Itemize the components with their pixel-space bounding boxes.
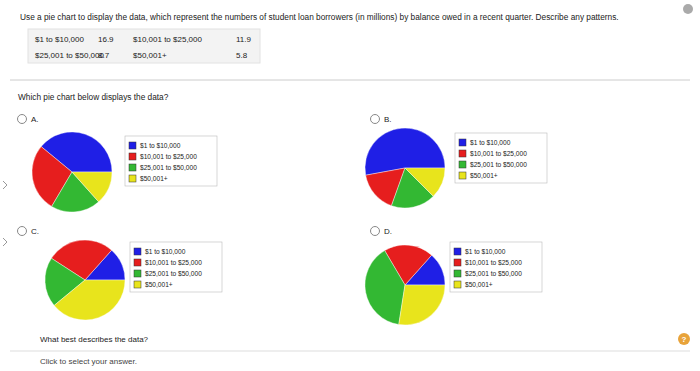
legend-box (450, 242, 542, 292)
separator (10, 351, 690, 352)
prompt: What best describes the data? (40, 335, 149, 344)
pie-slice (399, 285, 445, 325)
legend-label: $10,001 to $25,000 (145, 259, 202, 266)
table-label: $25,001 to $50,000 (35, 51, 105, 60)
legend: $1 to $10,000 $10,001 to $25,000 $25,001 t… (125, 136, 217, 186)
table-value: 11.9 (236, 35, 252, 44)
radio-button[interactable] (371, 115, 380, 124)
table-value: 5.8 (236, 51, 248, 60)
legend-label: $50,001+ (470, 172, 498, 179)
pie (45, 240, 125, 320)
pie-slice (72, 172, 112, 202)
table-value: 8.7 (98, 51, 110, 60)
legend-label: $1 to $10,000 (470, 139, 511, 146)
table-value: 16.9 (98, 35, 114, 44)
legend-box (130, 242, 222, 292)
nav-arrow (3, 238, 7, 246)
legend-swatch (129, 153, 136, 160)
legend-label: $50,001+ (140, 175, 168, 182)
pie (365, 128, 445, 208)
option-letter: B. (384, 115, 392, 124)
legend-label: $25,001 to $50,000 (140, 164, 197, 171)
pie-slice (54, 280, 125, 320)
legend-swatch (129, 142, 136, 149)
page: Use a pie chart to display the data, whi… (0, 0, 700, 371)
legend-swatch (459, 150, 466, 157)
separator (10, 80, 690, 81)
legend-swatch (454, 248, 461, 255)
legend-box (125, 136, 217, 186)
option-letter: A. (31, 115, 39, 124)
data-table-box (28, 29, 260, 63)
legend-swatch (129, 175, 136, 182)
legend-swatch (454, 259, 461, 266)
legend-label: $10,001 to $25,000 (140, 153, 197, 160)
legend-label: $1 to $10,000 (140, 142, 181, 149)
table-label: $50,001+ (133, 51, 167, 60)
legend-box (455, 133, 547, 183)
table-label: $1 to $10,000 (35, 35, 84, 44)
radio-button[interactable] (18, 115, 27, 124)
pie (32, 132, 112, 212)
legend-label: $10,001 to $25,000 (470, 150, 527, 157)
legend-swatch (454, 281, 461, 288)
legend-swatch (459, 139, 466, 146)
legend-label: $25,001 to $50,000 (470, 161, 527, 168)
table-label: $10,001 to $25,000 (133, 35, 203, 44)
prompt: Which pie chart below displays the data? (18, 92, 169, 102)
help-label[interactable]: ? (682, 335, 687, 344)
legend-label: $25,001 to $50,000 (145, 270, 202, 277)
legend-swatch (459, 161, 466, 168)
legend-swatch (134, 270, 141, 277)
legend: $1 to $10,000 $10,001 to $25,000 $25,001 t… (455, 133, 547, 183)
radio-button[interactable] (371, 227, 380, 236)
pie-slice (405, 168, 445, 196)
radio-button[interactable] (18, 227, 27, 236)
nav-arrow (3, 181, 7, 189)
settings-icon[interactable] (683, 4, 693, 14)
legend-label: $1 to $10,000 (465, 248, 506, 255)
option-letter: D. (384, 227, 392, 236)
pie (365, 245, 445, 325)
option-letter: C. (31, 227, 39, 236)
legend-swatch (459, 172, 466, 179)
legend-swatch (134, 259, 141, 266)
question: Use a pie chart to display the data, whi… (20, 12, 619, 22)
legend-label: $50,001+ (145, 281, 173, 288)
legend: $1 to $10,000 $10,001 to $25,000 $25,001 t… (450, 242, 542, 292)
legend-label: $50,001+ (465, 281, 493, 288)
help-button[interactable] (678, 333, 690, 345)
legend: $1 to $10,000 $10,001 to $25,000 $25,001 t… (130, 242, 222, 292)
legend-swatch (134, 248, 141, 255)
legend-label: $25,001 to $50,000 (465, 270, 522, 277)
legend-swatch (129, 164, 136, 171)
legend-swatch (454, 270, 461, 277)
legend-label: $10,001 to $25,000 (465, 259, 522, 266)
answer-select[interactable]: Click to select your answer. (40, 357, 137, 366)
pie-slice (365, 251, 405, 325)
legend-label: $1 to $10,000 (145, 248, 186, 255)
legend-swatch (134, 281, 141, 288)
